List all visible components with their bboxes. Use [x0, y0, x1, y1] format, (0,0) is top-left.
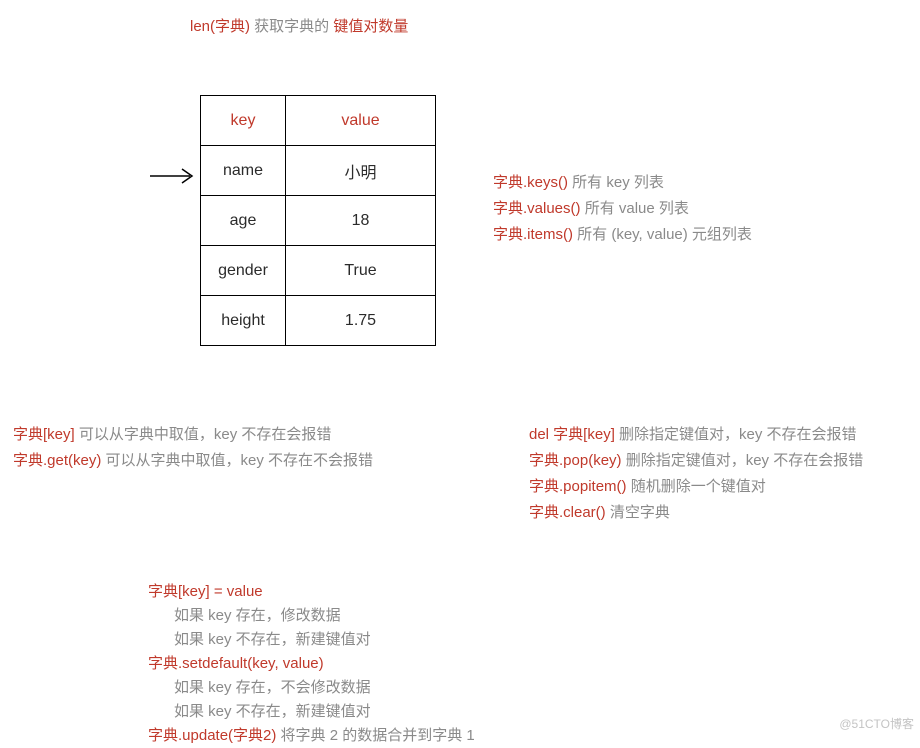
fn-desc: 所有 key 列表: [568, 174, 664, 191]
cell-value: 1.75: [286, 296, 436, 346]
fn-label: del 字典[key]: [529, 426, 615, 443]
header-value: value: [286, 96, 436, 146]
list-item: 字典.popitem() 随机删除一个键值对: [529, 474, 863, 500]
list-item: 字典.values() 所有 value 列表: [493, 196, 752, 222]
list-item: 字典.pop(key) 删除指定键值对，key 不存在会报错: [529, 448, 863, 474]
cell-value: 小明: [286, 146, 436, 196]
top-note: len(字典) 获取字典的 键值对数量: [190, 15, 408, 36]
cell-key: age: [201, 196, 286, 246]
table-row: name 小明: [201, 146, 436, 196]
fn-desc: 删除指定键值对，key 不存在会报错: [615, 426, 857, 443]
table-row: age 18: [201, 196, 436, 246]
fn-label: 字典.pop(key): [529, 452, 622, 469]
bottom-left-block: 字典[key] 可以从字典中取值，key 不存在会报错 字典.get(key) …: [13, 422, 373, 474]
lower-block: 字典[key] = value 如果 key 存在，修改数据 如果 key 不存…: [148, 580, 475, 748]
cell-value: 18: [286, 196, 436, 246]
assign-sub2: 如果 key 不存在，新建键值对: [148, 628, 475, 652]
top-fn: len(字典): [190, 18, 250, 35]
setdefault-sub2: 如果 key 不存在，新建键值对: [148, 700, 475, 724]
fn-label: 字典.items(): [493, 226, 573, 243]
arrow-icon: [150, 166, 198, 186]
dict-table: key value name 小明 age 18 gender True hei…: [200, 95, 436, 346]
list-item: del 字典[key] 删除指定键值对，key 不存在会报错: [529, 422, 863, 448]
top-desc2: 键值对数量: [333, 18, 408, 35]
fn-desc: 删除指定键值对，key 不存在会报错: [622, 452, 864, 469]
list-item: 字典[key] 可以从字典中取值，key 不存在会报错: [13, 422, 373, 448]
cell-key: height: [201, 296, 286, 346]
fn-label: 字典.clear(): [529, 504, 606, 521]
fn-desc: 所有 value 列表: [581, 200, 689, 217]
list-item: 字典.clear() 清空字典: [529, 500, 863, 526]
bottom-right-block: del 字典[key] 删除指定键值对，key 不存在会报错 字典.pop(ke…: [529, 422, 863, 526]
setdefault-sub1: 如果 key 存在，不会修改数据: [148, 676, 475, 700]
fn-label: 字典[key]: [13, 426, 75, 443]
fn-desc: 可以从字典中取值，key 不存在会报错: [75, 426, 332, 443]
fn-label: 字典.get(key): [13, 452, 101, 469]
fn-label: 字典.values(): [493, 200, 581, 217]
fn-desc: 可以从字典中取值，key 不存在不会报错: [101, 452, 373, 469]
table-row: height 1.75: [201, 296, 436, 346]
cell-key: gender: [201, 246, 286, 296]
fn-desc: 清空字典: [606, 504, 670, 521]
list-item: 字典.items() 所有 (key, value) 元组列表: [493, 222, 752, 248]
table-row: gender True: [201, 246, 436, 296]
header-key: key: [201, 96, 286, 146]
fn-label: 字典.keys(): [493, 174, 568, 191]
diagram-root: len(字典) 获取字典的 键值对数量 key value name 小明 ag…: [0, 0, 920, 738]
assign-fn: 字典[key] = value: [148, 580, 475, 604]
watermark: @51CTO博客: [839, 715, 914, 732]
fn-label: 字典.popitem(): [529, 478, 627, 495]
update-desc: 将字典 2 的数据合并到字典 1: [276, 727, 474, 744]
update-line: 字典.update(字典2) 将字典 2 的数据合并到字典 1: [148, 724, 475, 748]
list-item: 字典.get(key) 可以从字典中取值，key 不存在不会报错: [13, 448, 373, 474]
fn-desc: 随机删除一个键值对: [627, 478, 766, 495]
right-middle-block: 字典.keys() 所有 key 列表 字典.values() 所有 value…: [493, 170, 752, 248]
fn-desc: 所有 (key, value) 元组列表: [573, 226, 752, 243]
setdefault-fn: 字典.setdefault(key, value): [148, 652, 475, 676]
assign-sub1: 如果 key 存在，修改数据: [148, 604, 475, 628]
update-fn: 字典.update(字典2): [148, 727, 276, 744]
cell-value: True: [286, 246, 436, 296]
table-header-row: key value: [201, 96, 436, 146]
top-desc1: 获取字典的: [250, 18, 333, 35]
list-item: 字典.keys() 所有 key 列表: [493, 170, 752, 196]
cell-key: name: [201, 146, 286, 196]
